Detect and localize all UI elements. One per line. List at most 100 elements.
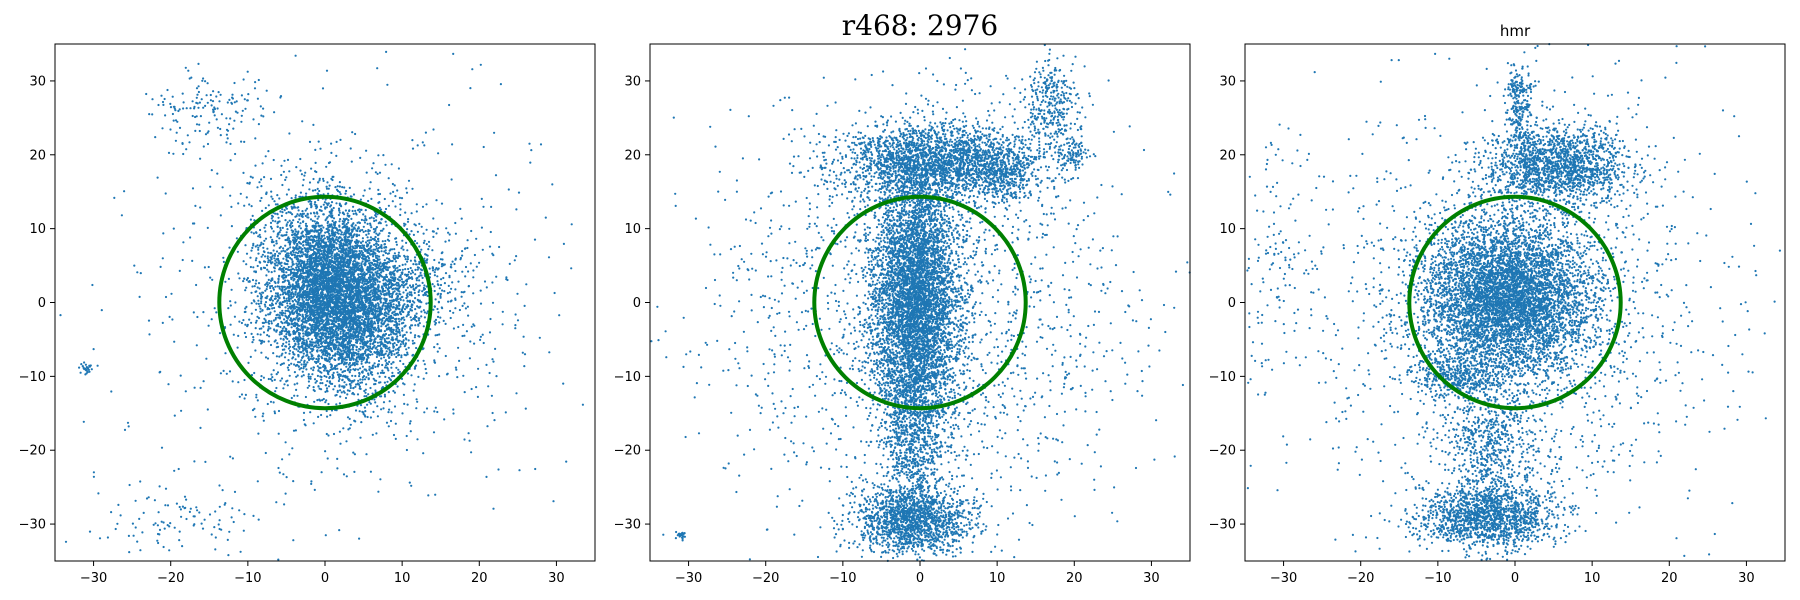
scatter-point: [359, 437, 361, 439]
scatter-point: [285, 337, 287, 339]
scatter-point: [385, 252, 387, 254]
scatter-point: [289, 303, 291, 305]
scatter-point: [281, 345, 283, 347]
scatter-point: [327, 311, 329, 313]
scatter-point: [372, 434, 374, 436]
scatter-point: [324, 232, 326, 234]
scatter-point: [299, 222, 301, 224]
scatter-point: [351, 249, 353, 251]
scatter-point: [287, 274, 289, 276]
scatter-point: [284, 179, 286, 181]
scatter-point: [345, 366, 347, 368]
scatter-point: [309, 351, 311, 353]
scatter-point: [401, 278, 403, 280]
scatter-point: [260, 197, 262, 199]
scatter-point: [273, 230, 275, 232]
scatter-point: [380, 292, 382, 294]
scatter-point: [282, 247, 284, 249]
scatter-point: [336, 239, 338, 241]
scatter-point: [255, 303, 257, 305]
scatter-point: [357, 274, 359, 276]
scatter-point: [338, 376, 340, 378]
scatter-point: [425, 372, 427, 374]
scatter-point: [338, 237, 340, 239]
scatter-point: [331, 179, 333, 181]
scatter-point: [328, 361, 330, 363]
scatter-point: [291, 326, 293, 328]
scatter-point: [315, 248, 317, 250]
scatter-point: [359, 250, 361, 252]
scatter-point: [395, 349, 397, 351]
scatter-point: [355, 368, 357, 370]
scatter-point: [386, 367, 388, 369]
scatter-point: [291, 213, 293, 215]
scatter-point: [285, 341, 287, 343]
scatter-point: [356, 250, 358, 252]
scatter-point: [370, 296, 372, 298]
scatter-point: [334, 348, 336, 350]
scatter-point: [355, 253, 357, 255]
scatter-point: [364, 215, 366, 217]
scatter-point: [298, 292, 300, 294]
scatter-point: [281, 211, 283, 213]
scatter-point: [252, 336, 254, 338]
scatter-point: [401, 240, 403, 242]
scatter-point: [281, 208, 283, 210]
scatter-point: [295, 348, 297, 350]
scatter-point: [307, 266, 309, 268]
scatter-point: [267, 255, 269, 257]
scatter-point: [408, 180, 410, 182]
scatter-point: [301, 375, 303, 377]
scatter-point: [322, 226, 324, 228]
scatter-point: [264, 230, 266, 232]
scatter-point: [367, 223, 369, 225]
scatter-point: [291, 225, 293, 227]
scatter-point: [303, 419, 305, 421]
scatter-point: [354, 241, 356, 243]
scatter-point: [346, 393, 348, 395]
scatter-point: [319, 400, 321, 402]
scatter-point: [348, 236, 350, 238]
subplot-1: −30 −20 −10 0 10 20 30 −30−20−100102030: [19, 44, 595, 586]
scatter-point: [267, 261, 269, 263]
scatter-point: [371, 263, 373, 265]
scatter-point: [262, 162, 264, 164]
scatter-point: [348, 338, 350, 340]
scatter-point: [268, 282, 270, 284]
scatter-point: [323, 235, 325, 237]
scatter-point: [345, 384, 347, 386]
scatter-point: [393, 434, 395, 436]
scatter-point: [273, 307, 275, 309]
scatter-point: [326, 433, 328, 435]
scatter-point: [284, 239, 286, 241]
scatter-point: [285, 271, 287, 273]
scatter-point: [297, 346, 299, 348]
scatter-point: [335, 403, 337, 405]
scatter-point: [413, 234, 415, 236]
scatter-point: [311, 373, 313, 375]
scatter-point: [370, 416, 372, 418]
scatter-point: [339, 352, 341, 354]
scatter-point: [295, 267, 297, 269]
scatter-point: [263, 377, 265, 379]
scatter-point: [349, 418, 351, 420]
scatter-point: [412, 263, 414, 265]
scatter-point: [325, 334, 327, 336]
scatter-point: [368, 285, 370, 287]
scatter-point: [370, 226, 372, 228]
scatter-point: [405, 289, 407, 291]
scatter-point: [268, 326, 270, 328]
scatter-point: [315, 358, 317, 360]
scatter-point: [357, 380, 359, 382]
scatter-point: [353, 213, 355, 215]
scatter-point: [320, 414, 322, 416]
scatter-point: [349, 371, 351, 373]
scatter-point: [293, 395, 295, 397]
scatter-point: [299, 295, 301, 297]
scatter-point: [328, 229, 330, 231]
scatter-point: [302, 245, 304, 247]
scatter-point: [296, 311, 298, 313]
scatter-point: [288, 347, 290, 349]
scatter-point: [326, 321, 328, 323]
scatter-point: [262, 292, 264, 294]
